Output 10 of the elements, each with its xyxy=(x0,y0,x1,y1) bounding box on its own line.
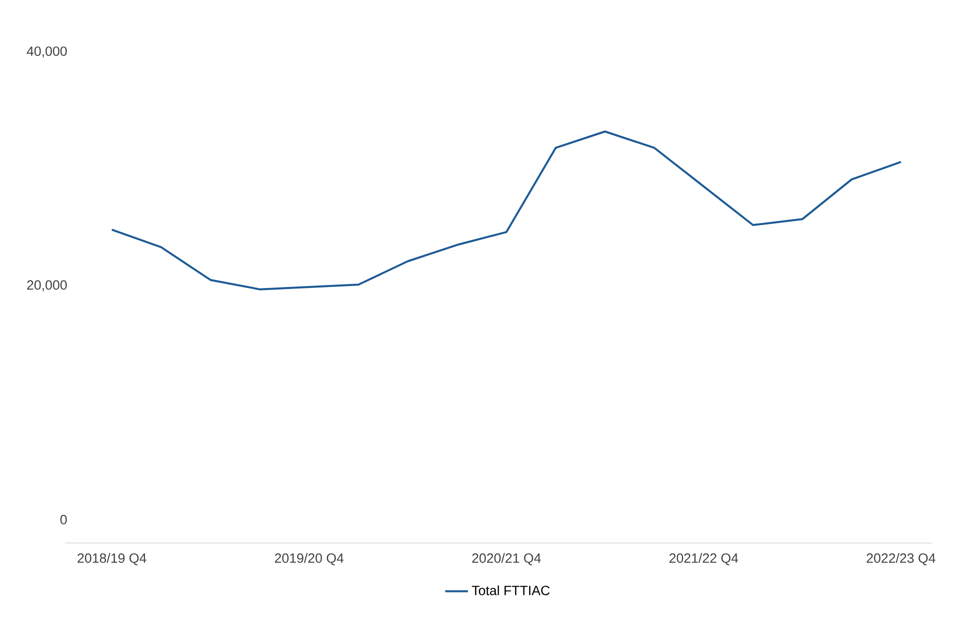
x-tick-label: 2019/20 Q4 xyxy=(274,553,344,566)
x-tick-label: 2020/21 Q4 xyxy=(472,553,541,566)
y-tick-label: 20,000 xyxy=(27,280,67,292)
y-tick-label: 0 xyxy=(60,514,67,524)
x-tick-label: 2022/23 Q4 xyxy=(866,553,936,566)
y-tick-label: 40,000 xyxy=(26,46,67,58)
line-series xyxy=(110,130,902,290)
legend-label: Total FTTIAC xyxy=(472,585,550,596)
x-tick-label: 2021/22 Q4 xyxy=(669,553,738,566)
x-tick-label: 2018/19 Q4 xyxy=(78,553,146,566)
